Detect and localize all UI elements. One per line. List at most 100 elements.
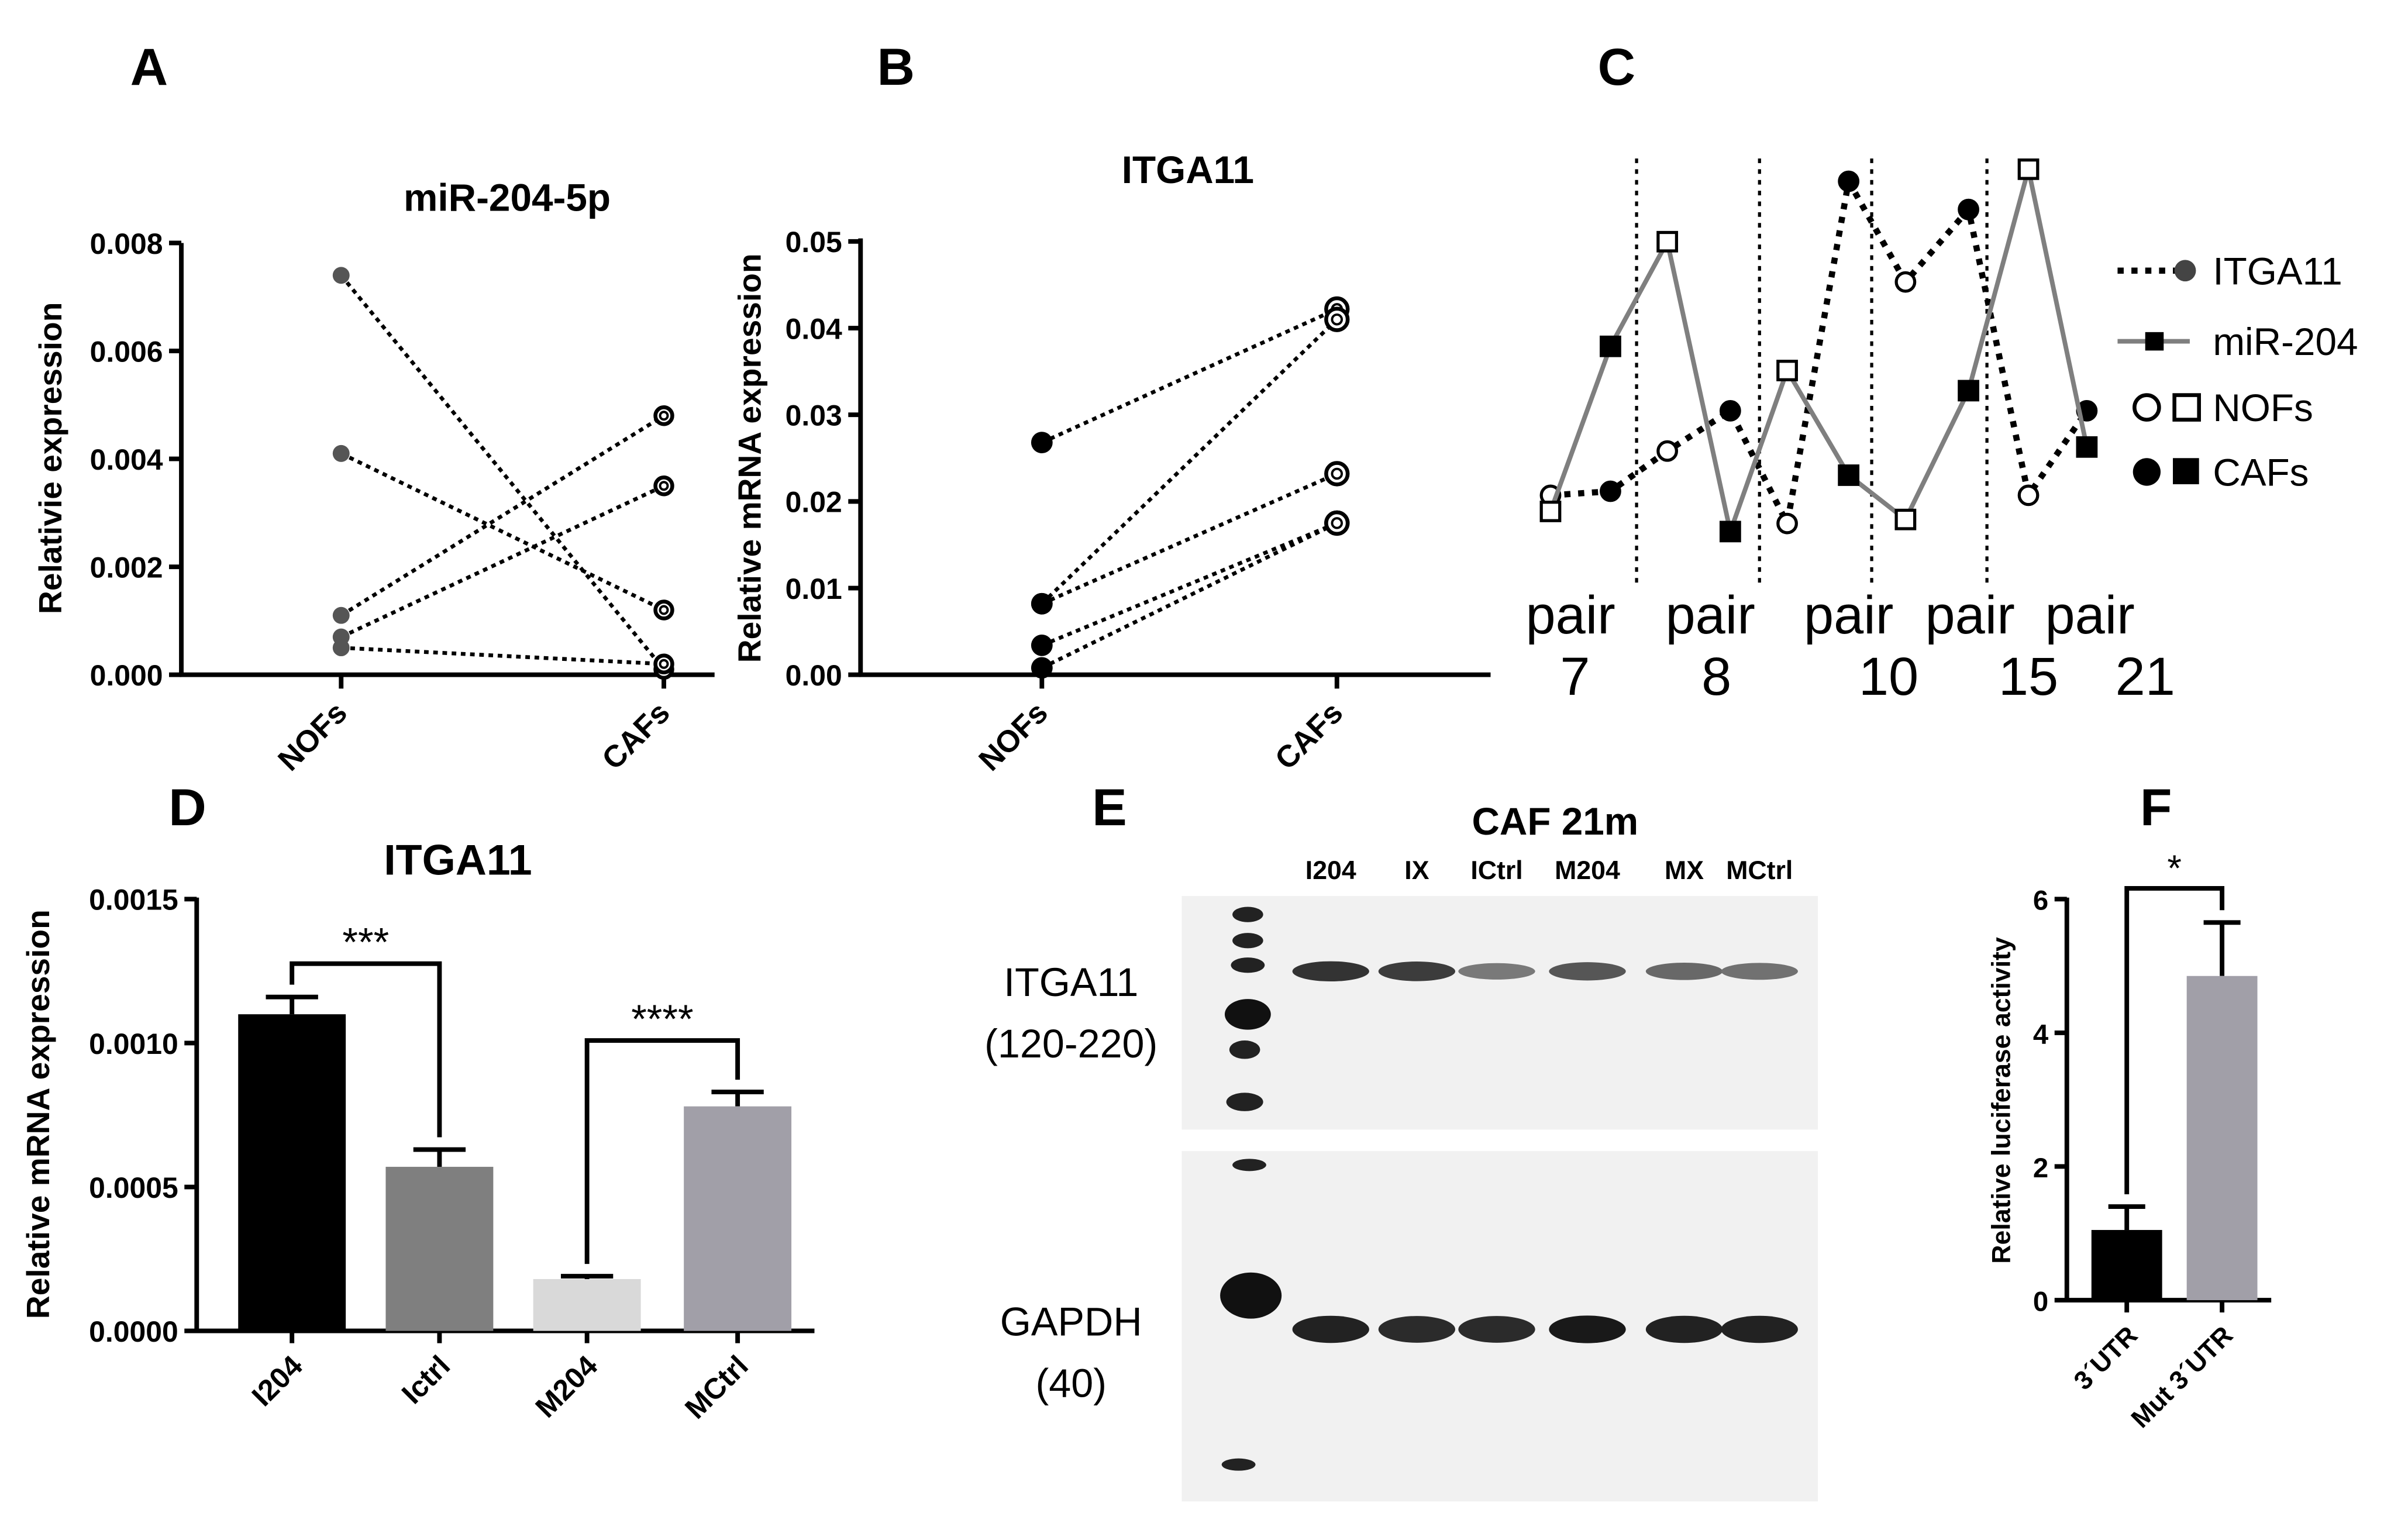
- pair-line: [1041, 318, 1339, 605]
- panel-c-letter: C: [1598, 37, 1636, 96]
- y-tick-label: 0.0005: [89, 1171, 178, 1204]
- pair-line: [341, 646, 664, 666]
- mir204-caf-point: [1958, 380, 1979, 402]
- mir204-caf-point: [2076, 436, 2098, 458]
- mir204-nof-point: [1656, 230, 1679, 253]
- x-tick-label: NOFs: [972, 695, 1055, 778]
- panel-f-ylabel: Relative luciferase activity: [1987, 937, 2016, 1264]
- legend-mir204-label: miR-204: [2213, 321, 2358, 363]
- gapdh-band: [1549, 1315, 1626, 1343]
- mir204-nof-point: [1539, 501, 1562, 522]
- x-label-top: pair: [1925, 585, 2015, 645]
- x-tick-label: M204: [529, 1349, 604, 1424]
- x-tick-label: Ictrl: [395, 1349, 456, 1410]
- significance-label: ***: [342, 921, 389, 965]
- legend-cafs-square: [2173, 458, 2199, 484]
- bar: [385, 1167, 494, 1331]
- blot-size-label: (120-220): [984, 1022, 1158, 1066]
- blot-size-label: (40): [1036, 1362, 1107, 1406]
- significance-bracket: [584, 1038, 740, 1264]
- lane-label: MX: [1665, 856, 1704, 885]
- panel-f: F Relative luciferase activity 0 2 4 6 * 3´…: [1987, 778, 2272, 1433]
- legend-cafs-label: CAFs: [2213, 452, 2309, 494]
- caf-point-inner: [1331, 517, 1343, 529]
- y-tick-label: 0.002: [90, 552, 163, 584]
- x-label-bottom: 10: [1859, 647, 1918, 707]
- itga11-band: [1721, 963, 1798, 980]
- mir204-nof-point: [1776, 360, 1798, 381]
- bar: [684, 1106, 792, 1331]
- pair-line: [1041, 521, 1338, 670]
- itga11-caf-point: [1719, 399, 1741, 422]
- itga11-nof-point: [1776, 512, 1798, 535]
- pair-line: [340, 452, 665, 612]
- lane-label: IX: [1404, 856, 1429, 885]
- x-label-bottom: 7: [1560, 647, 1590, 707]
- blot-protein-label: GAPDH: [1000, 1300, 1142, 1344]
- x-tick-label: CAFs: [1269, 695, 1350, 777]
- legend-cafs-circle: [2133, 458, 2161, 486]
- y-tick-label: 0.04: [786, 312, 842, 345]
- nof-point: [332, 639, 350, 657]
- caf-point-inner: [659, 659, 669, 669]
- x-tick-label: 3´UTR: [2069, 1321, 2144, 1396]
- itga11-line: [1550, 172, 2090, 533]
- y-tick-label: 6: [2033, 885, 2048, 916]
- nof-point: [332, 444, 350, 462]
- itga11-caf-point: [1838, 170, 1860, 192]
- y-tick-label: 0: [2033, 1286, 2048, 1317]
- gapdh-band: [1645, 1315, 1723, 1343]
- bar: [2091, 1230, 2162, 1301]
- panel-e: E CAF 21m I204 IX ICtrl M204 MX MCtrl ITGA11 (…: [984, 778, 1818, 1502]
- y-tick-label: 0.00: [786, 659, 842, 692]
- bar: [238, 1014, 346, 1331]
- panel-f-letter: F: [2140, 778, 2172, 836]
- nof-point: [332, 606, 350, 624]
- y-tick-label: 0.02: [786, 486, 842, 519]
- lane-label: I204: [1305, 856, 1356, 885]
- ladder-marker: [1220, 907, 1282, 1471]
- legend-itga11-label: ITGA11: [2213, 250, 2342, 292]
- panel-a-ylabel: Relativie expression: [32, 302, 68, 614]
- legend-nofs-label: NOFs: [2213, 387, 2313, 429]
- caf-point-inner: [659, 411, 669, 421]
- nof-point: [332, 267, 350, 284]
- y-tick-label: 0.0000: [89, 1315, 178, 1348]
- y-tick-label: 0.000: [90, 659, 163, 692]
- legend-itga11-marker: [2174, 260, 2196, 282]
- caf-point-inner: [1331, 313, 1343, 326]
- mir204-line: [1548, 168, 2089, 540]
- nof-point: [1031, 634, 1053, 656]
- gapdh-band: [1292, 1315, 1369, 1343]
- panel-e-letter: E: [1092, 778, 1127, 836]
- significance-label: ****: [631, 997, 693, 1042]
- gapdh-band: [1458, 1316, 1535, 1343]
- pair-line: [340, 484, 665, 639]
- caf-point-inner: [1331, 467, 1343, 480]
- itga11-band: [1645, 962, 1723, 980]
- x-label-top: pair: [1525, 585, 1615, 645]
- pair-line: [1041, 521, 1338, 647]
- pair-line: [1041, 307, 1338, 444]
- x-label-top: pair: [1804, 585, 1893, 645]
- y-tick-label: 0.03: [786, 399, 842, 432]
- significance-label: *: [2167, 848, 2182, 889]
- pair-line: [340, 413, 665, 618]
- blot-itga11-membrane: [1181, 896, 1818, 1130]
- itga11-nof-point: [1894, 271, 1917, 293]
- panel-e-title: CAF 21m: [1472, 800, 1639, 843]
- y-tick-label: 0.004: [90, 443, 163, 476]
- itga11-nof-point: [2017, 484, 2040, 506]
- mir204-caf-point: [1600, 335, 1621, 357]
- bar: [2186, 976, 2258, 1301]
- caf-point-inner: [659, 481, 669, 491]
- mir204-caf-point: [1838, 464, 1860, 486]
- lane-label: MCtrl: [1726, 856, 1793, 885]
- nof-point: [1031, 592, 1053, 615]
- itga11-nof-point: [1656, 440, 1679, 462]
- x-tick-label: Mut 3´UTR: [2126, 1321, 2239, 1434]
- nof-point: [1031, 657, 1053, 679]
- panel-b: B ITGA11 Relative mRNA expression 0.00 0.…: [732, 37, 1491, 778]
